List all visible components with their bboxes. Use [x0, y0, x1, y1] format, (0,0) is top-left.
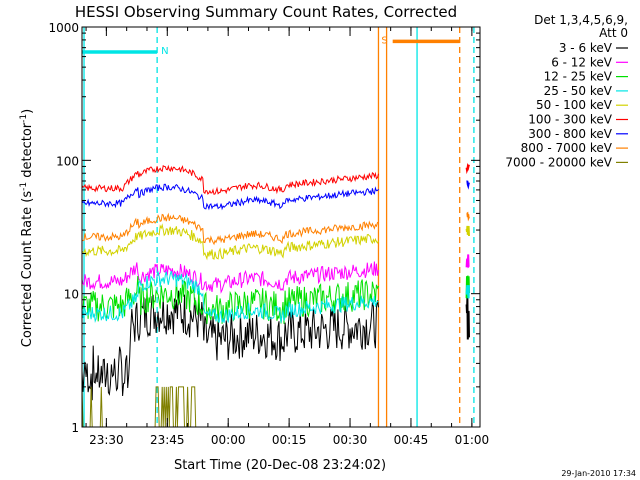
series-line-after-gap [465, 162, 470, 175]
chart-title: HESSI Observing Summary Count Rates, Cor… [75, 3, 457, 21]
legend-entry-label: 300 - 800 keV [528, 127, 612, 141]
y-tick-label: 1000 [48, 21, 79, 35]
series-line-after-gap [465, 285, 470, 299]
legend-title-line2: Att 0 [599, 26, 628, 40]
x-axis: 23:30 23:45 00:00 00:15 00:30 00:45 01:00 [85, 27, 490, 447]
series-line [82, 183, 379, 211]
series-line [82, 290, 379, 401]
x-tick-label: 23:30 [89, 433, 124, 447]
y-tick-label: 1 [71, 421, 79, 435]
x-axis-label: Start Time (20-Dec-08 23:24:02) [174, 458, 386, 473]
series-line [82, 164, 379, 195]
series-line [82, 261, 379, 294]
series-line-after-gap [465, 225, 470, 237]
series-line [82, 270, 379, 324]
series-line-after-gap [465, 254, 470, 269]
series-line [82, 275, 379, 325]
x-tick-label: 00:00 [211, 433, 246, 447]
y-axis: 1 10 100 1000 [48, 21, 480, 435]
series-line-after-gap [466, 211, 470, 222]
legend-entry-label: 7000 - 20000 keV [505, 155, 612, 169]
generation-timestamp: 29-Jan-2010 17:34 [561, 469, 636, 478]
plot-frame [81, 26, 481, 428]
y-tick-label: 100 [56, 154, 79, 168]
marker-label: S [381, 35, 387, 46]
y-axis-label: Corrected Count Rate (s-1 detector-1) [19, 109, 35, 347]
x-tick-label: 00:30 [333, 433, 368, 447]
legend-entry-label: 6 - 12 keV [551, 55, 613, 69]
marker-label: N [161, 46, 168, 57]
series-line [82, 223, 379, 261]
legend-entry-label: 50 - 100 keV [536, 98, 613, 112]
x-tick-label: 00:15 [272, 433, 307, 447]
legend-entry-label: 25 - 50 keV [544, 84, 613, 98]
legend-entry-label: 800 - 7000 keV [521, 141, 613, 155]
y-tick-label: 10 [64, 288, 79, 302]
legend-title-line1: Det 1,3,4,5,6,9, [534, 13, 628, 27]
x-tick-label: 23:45 [150, 433, 185, 447]
x-tick-label: 01:00 [455, 433, 490, 447]
series-line-after-gap [465, 296, 470, 340]
legend-entry-label: 100 - 300 keV [528, 113, 612, 127]
x-tick-label: 00:45 [394, 433, 429, 447]
legend-entry-label: 3 - 6 keV [559, 41, 613, 55]
series-line [82, 212, 379, 246]
legend-entry-label: 12 - 25 keV [544, 70, 613, 84]
series-line-after-gap [466, 180, 470, 190]
